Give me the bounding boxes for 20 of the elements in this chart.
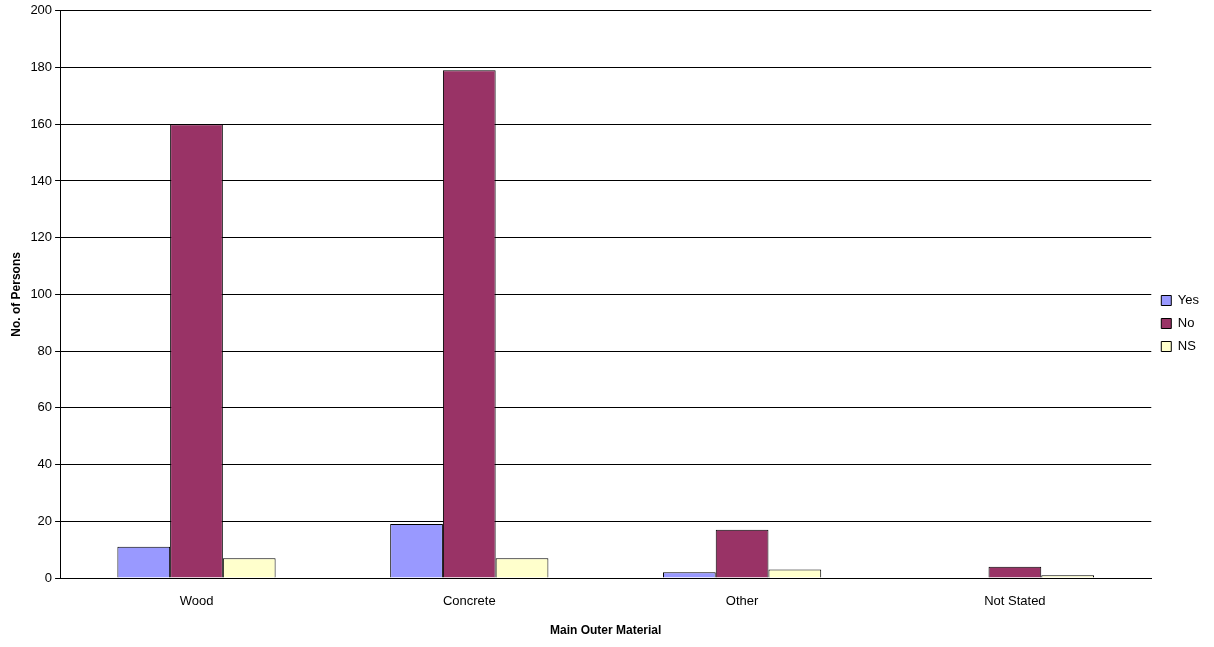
legend-label: No [1177, 315, 1195, 331]
y-tick-label: 180 [30, 59, 53, 75]
y-tick-label: 200 [30, 2, 53, 18]
x-tick-label: Other [725, 593, 760, 609]
y-tick-label: 100 [30, 285, 53, 301]
legend-label: Yes [1177, 292, 1200, 308]
y-tick-label: 140 [30, 172, 53, 188]
y-axis-title: No. of Persons [8, 251, 23, 337]
x-tick-label: Wood [179, 593, 214, 609]
y-tick-label: 80 [37, 342, 53, 358]
y-tick-label: 0 [44, 569, 53, 585]
y-tick-label: 20 [37, 512, 53, 528]
x-tick-label: Not Stated [984, 593, 1046, 609]
y-tick-label: 160 [30, 115, 53, 131]
y-tick-label: 60 [37, 399, 53, 415]
y-tick-label: 40 [37, 456, 53, 472]
legend-label: NS [1177, 338, 1197, 354]
x-tick-label: Concrete [442, 593, 496, 609]
y-tick-label: 120 [30, 229, 53, 245]
x-axis-title: Main Outer Material [550, 623, 662, 638]
